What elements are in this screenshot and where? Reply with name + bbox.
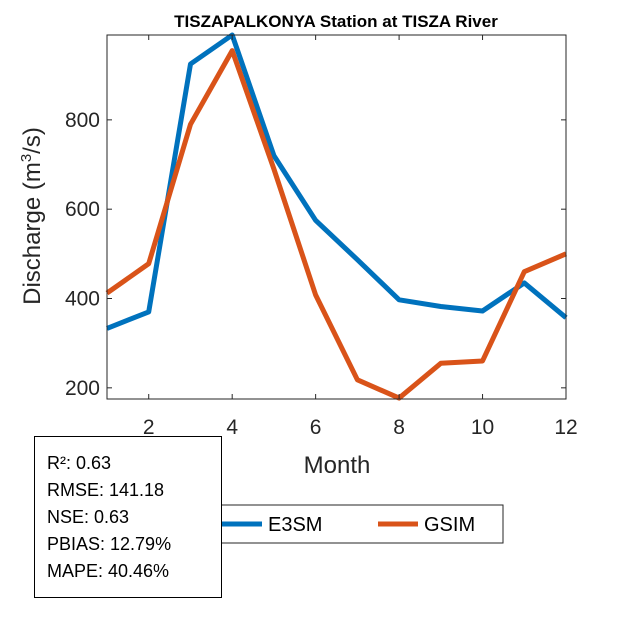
stats-box: R²: 0.63 RMSE: 141.18 NSE: 0.63 PBIAS: 1… <box>34 436 222 598</box>
legend-label-gsim: GSIM <box>424 514 475 536</box>
y-tick-label-400: 400 <box>65 288 100 311</box>
y-tick-label-800: 800 <box>65 109 100 132</box>
plot-area <box>107 35 566 399</box>
y-axis-label: Discharge (m3/s) <box>18 127 46 305</box>
plot-background <box>107 35 566 399</box>
y-axis-label-superscript: 3 <box>18 154 35 162</box>
x-tick-label-2: 2 <box>143 416 155 439</box>
legend-label-e3sm: E3SM <box>268 514 322 536</box>
stat-r2: R²: 0.63 <box>47 453 112 473</box>
x-tick-label-6: 6 <box>310 416 322 439</box>
legend: E3SM GSIM <box>211 504 504 544</box>
chart-title: TISZAPALKONYA Station at TISZA River <box>174 12 498 31</box>
y-tick-label-600: 600 <box>65 198 100 221</box>
x-tick-label-8: 8 <box>393 416 405 439</box>
y-tick-label-200: 200 <box>65 377 100 400</box>
x-tick-label-10: 10 <box>471 416 494 439</box>
y-axis-label-tail: /s) <box>19 127 46 154</box>
x-tick-label-12: 12 <box>554 416 577 439</box>
axis-layer: 2 4 6 8 10 12 200 400 600 800 <box>65 34 578 439</box>
stat-pbias: PBIAS: 12.79% <box>47 534 172 554</box>
series-line-gsim <box>105 48 567 401</box>
series-line-e3sm <box>106 32 568 331</box>
x-tick-label-4: 4 <box>226 416 238 439</box>
stat-mape: MAPE: 40.46% <box>47 561 170 581</box>
plot-frame <box>106 34 567 400</box>
y-axis-label-main: Discharge (m <box>19 162 46 305</box>
x-axis-label: Month <box>304 452 371 479</box>
stat-rmse: RMSE: 141.18 <box>47 480 165 500</box>
stat-nse: NSE: 0.63 <box>47 507 130 527</box>
